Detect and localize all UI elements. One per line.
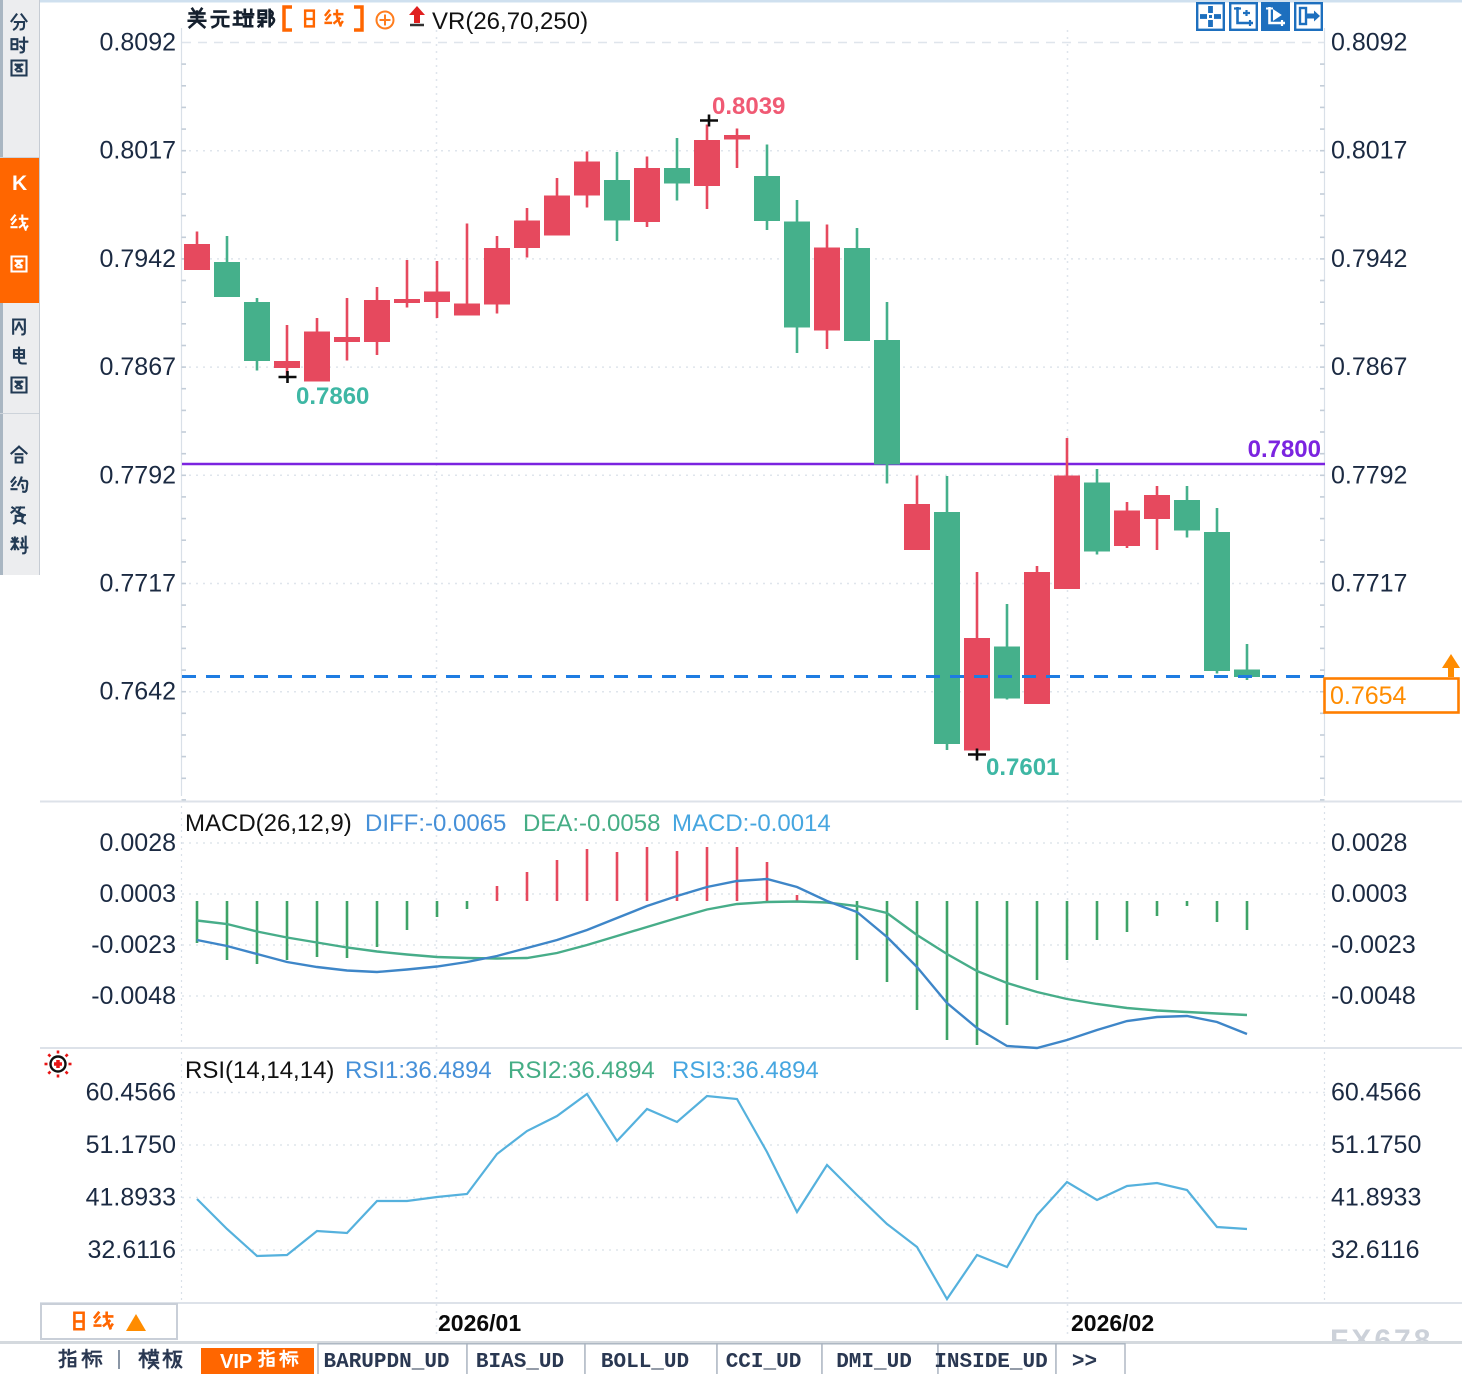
svg-text:-0.0023: -0.0023 bbox=[1331, 931, 1416, 959]
svg-text:-0.0023: -0.0023 bbox=[91, 931, 176, 959]
svg-text:0.7800: 0.7800 bbox=[1248, 436, 1321, 463]
svg-text:RSI(14,14,14): RSI(14,14,14) bbox=[185, 1057, 334, 1084]
svg-text:0.7942: 0.7942 bbox=[100, 245, 176, 273]
svg-text:VIP: VIP bbox=[220, 1351, 252, 1373]
svg-text:0.0003: 0.0003 bbox=[100, 880, 176, 908]
svg-text:RSI2:36.4894: RSI2:36.4894 bbox=[508, 1057, 655, 1084]
svg-text:2026/01: 2026/01 bbox=[438, 1310, 521, 1336]
svg-text:DEA:-0.0058: DEA:-0.0058 bbox=[523, 810, 660, 837]
svg-text:DIFF:-0.0065: DIFF:-0.0065 bbox=[365, 810, 506, 837]
svg-text:0.7642: 0.7642 bbox=[100, 678, 176, 706]
svg-text:0.7867: 0.7867 bbox=[100, 353, 176, 381]
svg-text:0.7717: 0.7717 bbox=[100, 570, 176, 598]
svg-text:BARUPDN_UD: BARUPDN_UD bbox=[324, 1351, 450, 1374]
svg-text:51.1750: 51.1750 bbox=[86, 1131, 176, 1159]
svg-text:0.7792: 0.7792 bbox=[1331, 461, 1407, 489]
svg-text:MACD(26,12,9): MACD(26,12,9) bbox=[185, 810, 352, 837]
svg-text:INSIDE_UD: INSIDE_UD bbox=[934, 1351, 1047, 1374]
svg-text:60.4566: 60.4566 bbox=[1331, 1079, 1421, 1107]
svg-text:0.7860: 0.7860 bbox=[296, 383, 369, 410]
svg-text:MACD:-0.0014: MACD:-0.0014 bbox=[672, 810, 831, 837]
svg-text:CCI_UD: CCI_UD bbox=[726, 1351, 802, 1374]
svg-text:0.7717: 0.7717 bbox=[1331, 570, 1407, 598]
svg-text:51.1750: 51.1750 bbox=[1331, 1131, 1421, 1159]
svg-text:-0.0048: -0.0048 bbox=[1331, 982, 1416, 1010]
svg-text:2026/02: 2026/02 bbox=[1071, 1310, 1154, 1336]
svg-text:32.6116: 32.6116 bbox=[87, 1236, 176, 1264]
svg-text:-0.0048: -0.0048 bbox=[91, 982, 176, 1010]
svg-text:>>: >> bbox=[1072, 1351, 1097, 1374]
svg-text:0.8017: 0.8017 bbox=[100, 137, 176, 165]
svg-text:0.0003: 0.0003 bbox=[1331, 880, 1407, 908]
svg-text:32.6116: 32.6116 bbox=[1331, 1236, 1420, 1264]
svg-text:RSI3:36.4894: RSI3:36.4894 bbox=[672, 1057, 819, 1084]
svg-text:VR(26,70,250): VR(26,70,250) bbox=[432, 8, 588, 35]
svg-text:BOLL_UD: BOLL_UD bbox=[601, 1351, 689, 1374]
svg-text:DMI_UD: DMI_UD bbox=[836, 1351, 912, 1374]
svg-text:0.8092: 0.8092 bbox=[100, 29, 176, 57]
svg-text:K: K bbox=[12, 172, 27, 195]
svg-text:0.8092: 0.8092 bbox=[1331, 29, 1407, 57]
svg-text:41.8933: 41.8933 bbox=[86, 1184, 176, 1212]
svg-text:0.7942: 0.7942 bbox=[1331, 245, 1407, 273]
svg-text:60.4566: 60.4566 bbox=[86, 1079, 176, 1107]
svg-text:0.7601: 0.7601 bbox=[986, 754, 1059, 781]
svg-text:0.7654: 0.7654 bbox=[1330, 682, 1407, 710]
svg-text:41.8933: 41.8933 bbox=[1331, 1184, 1421, 1212]
svg-text:BIAS_UD: BIAS_UD bbox=[476, 1351, 564, 1374]
svg-text:0.0028: 0.0028 bbox=[1331, 829, 1407, 857]
svg-text:RSI1:36.4894: RSI1:36.4894 bbox=[345, 1057, 492, 1084]
svg-text:0.7867: 0.7867 bbox=[1331, 353, 1407, 381]
svg-text:0.0028: 0.0028 bbox=[100, 829, 176, 857]
svg-text:0.8039: 0.8039 bbox=[712, 93, 785, 120]
svg-text:0.8017: 0.8017 bbox=[1331, 137, 1407, 165]
svg-text:0.7792: 0.7792 bbox=[100, 461, 176, 489]
